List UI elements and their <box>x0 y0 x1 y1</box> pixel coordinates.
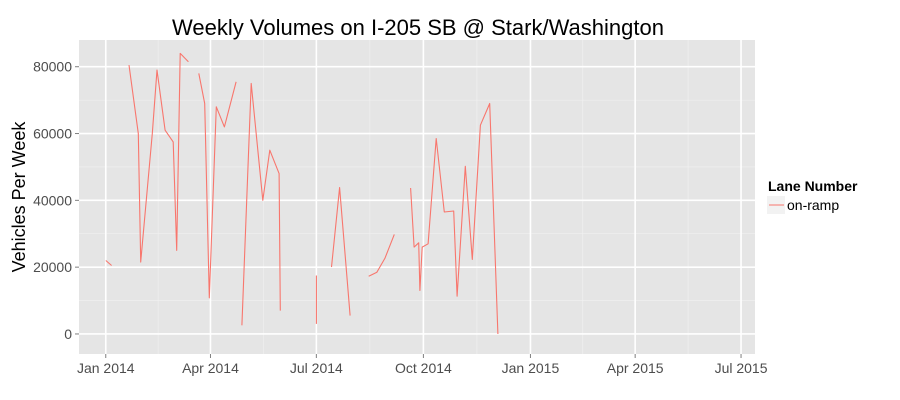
series-line-segment <box>330 187 351 316</box>
x-tick-label: Jan 2015 <box>502 360 560 376</box>
minor-gridlines <box>79 40 755 354</box>
legend: Lane Number on-ramp <box>767 178 858 214</box>
x-tick-label: Jul 2014 <box>290 360 343 376</box>
series-line-segment <box>241 82 281 326</box>
series-line-segment <box>198 73 237 299</box>
y-tick-label: 40000 <box>33 192 72 208</box>
x-axis: Jan 2014 Apr 2014 Jul 2014 Oct 2014 Jan 2015… <box>77 354 768 376</box>
y-tick-label: 0 <box>64 326 72 342</box>
legend-title: Lane Number <box>768 178 858 194</box>
x-tick-label: Apr 2014 <box>182 360 239 376</box>
x-tick-label: Apr 2015 <box>607 360 664 376</box>
y-tick-label: 20000 <box>33 259 72 275</box>
x-tick-label: Oct 2014 <box>395 360 452 376</box>
x-tick-label: Jul 2015 <box>715 360 768 376</box>
series-line-segment <box>105 260 112 266</box>
series-line-segment <box>410 102 499 335</box>
y-axis-title: Vehicles Per Week <box>9 121 29 273</box>
y-axis: 0 20000 40000 60000 80000 <box>33 59 79 342</box>
x-tick-label: Jan 2014 <box>77 360 135 376</box>
legend-label-on-ramp: on-ramp <box>787 197 839 213</box>
chart-title: Weekly Volumes on I-205 SB @ Stark/Washi… <box>172 15 664 40</box>
series-layer <box>105 52 499 335</box>
series-line-segment <box>368 234 395 277</box>
plot-panel <box>79 40 755 354</box>
major-gridlines <box>79 40 755 354</box>
y-tick-label: 80000 <box>33 59 72 75</box>
y-tick-label: 60000 <box>33 126 72 142</box>
series-line-segment <box>128 52 189 263</box>
